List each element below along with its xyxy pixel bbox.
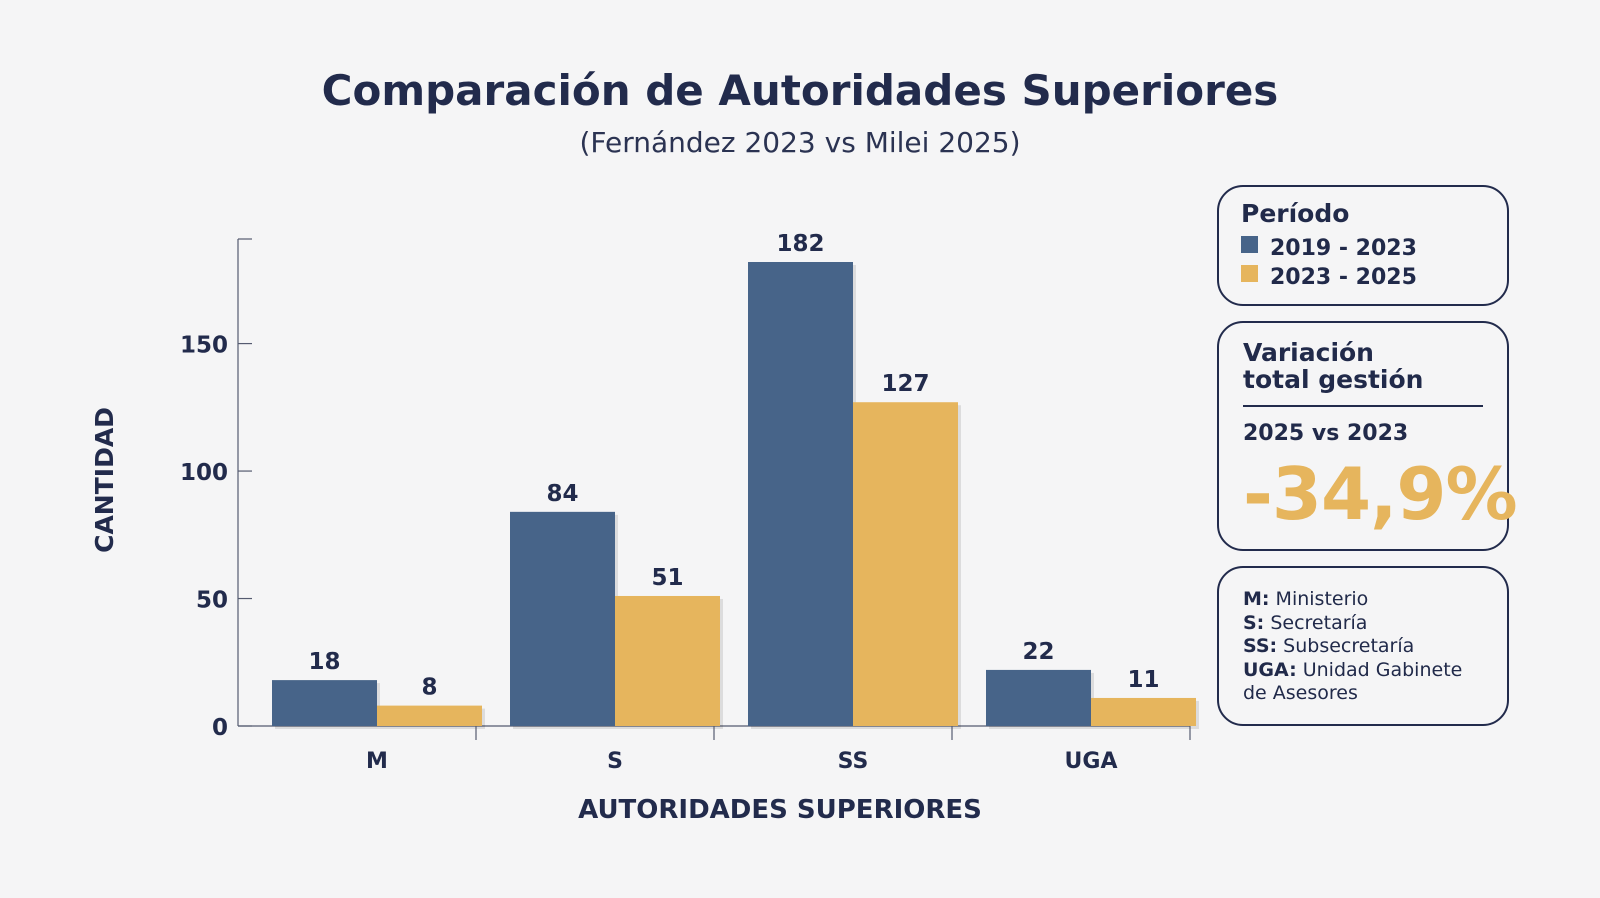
bar-m-series-1 [272, 680, 377, 726]
y-axis-label: CANTIDAD [90, 407, 119, 553]
abbreviations-box: M: Ministerio S: Secretaría SS: Subsecre… [1217, 566, 1509, 726]
variation-divider [1243, 405, 1483, 407]
abbr-text-s: Secretaría [1264, 611, 1368, 634]
data-label: 8 [421, 675, 437, 701]
data-label: 182 [776, 231, 824, 257]
variation-comparison: 2025 vs 2023 [1243, 421, 1409, 446]
abbr-key-uga: UGA: [1243, 658, 1297, 681]
bar-uga-series-2 [1091, 697, 1196, 726]
y-tick-label: 150 [180, 333, 228, 359]
data-label: 51 [651, 565, 683, 591]
x-tick-label: SS [838, 749, 869, 774]
abbr-text-m: Ministerio [1269, 588, 1369, 610]
abbr-line-ss: SS: Subsecretaría [1243, 635, 1483, 659]
legend-item-2023-2025: 2023 - 2025 [1241, 263, 1485, 292]
x-tick-label: S [607, 749, 623, 774]
variation-value: -34,9% [1243, 452, 1518, 536]
legend-label-2023-2025: 2023 - 2025 [1270, 265, 1417, 290]
chart-subtitle: (Fernández 2023 vs Milei 2025) [579, 126, 1021, 159]
legend-swatch-2019-2023 [1241, 236, 1258, 253]
legend-label-2019-2023: 2019 - 2023 [1270, 236, 1417, 261]
abbr-key-ss: SS: [1243, 635, 1278, 657]
legend-item-2019-2023: 2019 - 2023 [1241, 234, 1485, 263]
x-tick-label: M [366, 749, 388, 774]
bar-s-series-2 [615, 595, 720, 726]
data-label: 127 [881, 371, 929, 397]
bar-ss-series-2 [853, 402, 958, 726]
legend-title: Período [1241, 199, 1350, 228]
x-tick-label: UGA [1065, 749, 1118, 774]
y-tick-label: 50 [196, 588, 228, 614]
data-label: 84 [546, 481, 578, 507]
abbr-line-uga: UGA: Unidad Gabinete de Asesores [1243, 659, 1483, 706]
variation-box: Variación total gestión 2025 vs 2023 -34… [1217, 321, 1518, 551]
data-label: 18 [308, 649, 340, 675]
abbr-key-s: S: [1243, 611, 1265, 634]
variation-title-line1: Variación [1243, 338, 1374, 367]
abbr-text-uga: Unidad Gabinete de Asesores [1243, 658, 1463, 705]
y-tick-label: 0 [212, 715, 228, 741]
abbr-text-ss: Subsecretaría [1277, 635, 1415, 657]
bar-ss-series-1 [748, 262, 853, 726]
abbr-line-m: M: Ministerio [1243, 588, 1483, 612]
abbr-key-m: M: [1243, 588, 1270, 610]
bar-uga-series-1 [986, 669, 1091, 726]
variation-title-line2: total gestión [1243, 365, 1424, 394]
legend-box: Período 2019 - 2023 2023 - 2025 [1217, 185, 1509, 306]
legend-swatch-2023-2025 [1241, 265, 1258, 282]
bar-m-series-2 [377, 705, 482, 726]
abbr-line-s: S: Secretaría [1243, 612, 1483, 636]
data-label: 11 [1127, 667, 1159, 693]
x-axis-label: AUTORIDADES SUPERIORES [578, 795, 982, 825]
chart-title: Comparación de Autoridades Superiores [321, 66, 1279, 115]
bar-chart: 0 50 100 150 CANTIDAD 18 8 M 84 51 S 182 127 SS 22 11 UG… [90, 231, 1199, 825]
data-label: 22 [1022, 639, 1054, 665]
y-tick-label: 100 [180, 460, 228, 486]
bar-s-series-1 [510, 511, 615, 726]
